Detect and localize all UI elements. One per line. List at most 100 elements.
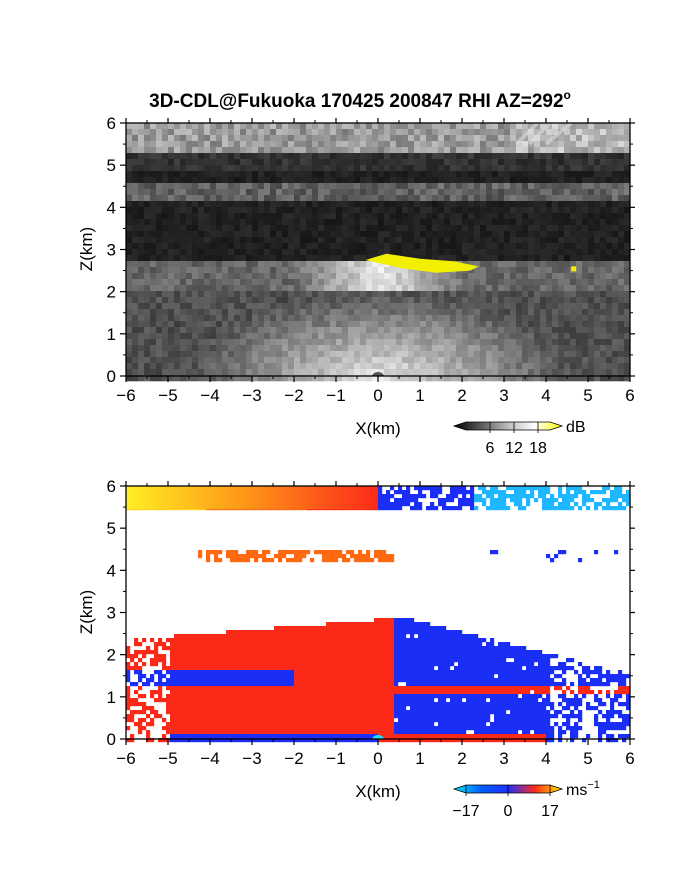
- reflectivity-cell: [468, 273, 475, 280]
- reflectivity-cell: [372, 369, 379, 376]
- reflectivity-cell: [378, 309, 385, 316]
- reflectivity-cell: [510, 159, 517, 166]
- reflectivity-cell: [222, 231, 229, 238]
- reflectivity-cell: [624, 159, 631, 166]
- velocity-cell: [618, 502, 623, 507]
- reflectivity-cell: [264, 249, 271, 256]
- velocity-cell: [206, 558, 211, 563]
- reflectivity-cell: [390, 279, 397, 286]
- reflectivity-cell: [522, 279, 529, 286]
- reflectivity-cell: [132, 171, 139, 178]
- reflectivity-cell: [258, 153, 265, 160]
- reflectivity-cell: [612, 201, 619, 208]
- reflectivity-cell: [258, 231, 265, 238]
- velocity-cell: [246, 638, 251, 643]
- reflectivity-cell: [474, 273, 481, 280]
- reflectivity-cell: [156, 363, 163, 370]
- reflectivity-cell: [282, 279, 289, 286]
- reflectivity-cell: [540, 345, 547, 352]
- reflectivity-colorbar: dB6 12 18: [452, 419, 586, 457]
- velocity-cell: [366, 626, 371, 631]
- reflectivity-cell: [150, 165, 157, 172]
- reflectivity-cell: [486, 273, 493, 280]
- reflectivity-cell: [222, 327, 229, 334]
- velocity-cell: [426, 486, 431, 491]
- reflectivity-cell: [420, 195, 427, 202]
- reflectivity-cell: [216, 129, 223, 136]
- reflectivity-cell: [366, 237, 373, 244]
- reflectivity-cell: [222, 297, 229, 304]
- reflectivity-cell: [594, 237, 601, 244]
- velocity-cell: [142, 638, 147, 643]
- reflectivity-cell: [246, 357, 253, 364]
- reflectivity-cell: [438, 189, 445, 196]
- reflectivity-cell: [198, 363, 205, 370]
- velocity-cell: [242, 646, 247, 651]
- reflectivity-cell: [534, 363, 541, 370]
- reflectivity-cell: [600, 327, 607, 334]
- velocity-cell: [322, 630, 327, 635]
- velocity-cell: [322, 634, 327, 639]
- reflectivity-cell: [624, 207, 631, 214]
- reflectivity-cell: [444, 315, 451, 322]
- velocity-cell: [298, 550, 303, 555]
- reflectivity-cell: [600, 219, 607, 226]
- reflectivity-cell: [474, 153, 481, 160]
- reflectivity-cell: [384, 267, 391, 274]
- reflectivity-cell: [348, 219, 355, 226]
- reflectivity-cell: [390, 339, 397, 346]
- reflectivity-cell: [258, 261, 265, 268]
- reflectivity-cell: [624, 243, 631, 250]
- reflectivity-cell: [588, 195, 595, 202]
- reflectivity-cell: [540, 279, 547, 286]
- reflectivity-cell: [336, 123, 343, 130]
- reflectivity-cell: [330, 129, 337, 136]
- reflectivity-cell: [240, 357, 247, 364]
- velocity-cell: [538, 490, 543, 495]
- reflectivity-cell: [624, 213, 631, 220]
- reflectivity-cell: [528, 159, 535, 166]
- reflectivity-cell: [588, 129, 595, 136]
- reflectivity-cell: [366, 135, 373, 142]
- reflectivity-cell: [372, 123, 379, 130]
- reflectivity-cell: [372, 309, 379, 316]
- reflectivity-cell: [372, 183, 379, 190]
- reflectivity-cell: [444, 303, 451, 310]
- reflectivity-cell: [276, 291, 283, 298]
- reflectivity-cell: [366, 279, 373, 286]
- reflectivity-cell: [324, 357, 331, 364]
- reflectivity-cell: [234, 291, 241, 298]
- velocity-cell: [382, 626, 387, 631]
- reflectivity-cell: [552, 285, 559, 292]
- reflectivity-cell: [282, 165, 289, 172]
- reflectivity-cell: [174, 147, 181, 154]
- reflectivity-cell: [324, 273, 331, 280]
- reflectivity-cell: [528, 291, 535, 298]
- reflectivity-cell: [396, 363, 403, 370]
- reflectivity-cell: [138, 249, 145, 256]
- velocity-cell: [478, 646, 483, 651]
- velocity-cell: [306, 646, 311, 651]
- velocity-cell: [346, 646, 351, 651]
- reflectivity-cell: [408, 285, 415, 292]
- velocity-cell: [218, 650, 223, 655]
- reflectivity-cell: [552, 243, 559, 250]
- reflectivity-cell: [168, 357, 175, 364]
- reflectivity-cell: [504, 357, 511, 364]
- reflectivity-cell: [408, 141, 415, 148]
- reflectivity-cell: [210, 363, 217, 370]
- reflectivity-cell: [552, 195, 559, 202]
- reflectivity-cell: [246, 255, 253, 262]
- reflectivity-cell: [240, 159, 247, 166]
- reflectivity-cell: [480, 219, 487, 226]
- reflectivity-cell: [612, 273, 619, 280]
- reflectivity-cell: [618, 375, 625, 382]
- reflectivity-cell: [612, 255, 619, 262]
- velocity-cell: [626, 502, 631, 507]
- reflectivity-cell: [480, 255, 487, 262]
- velocity-cell: [394, 618, 399, 623]
- reflectivity-cell: [456, 165, 463, 172]
- reflectivity-cell: [342, 165, 349, 172]
- reflectivity-cell: [402, 333, 409, 340]
- velocity-cell: [186, 650, 191, 655]
